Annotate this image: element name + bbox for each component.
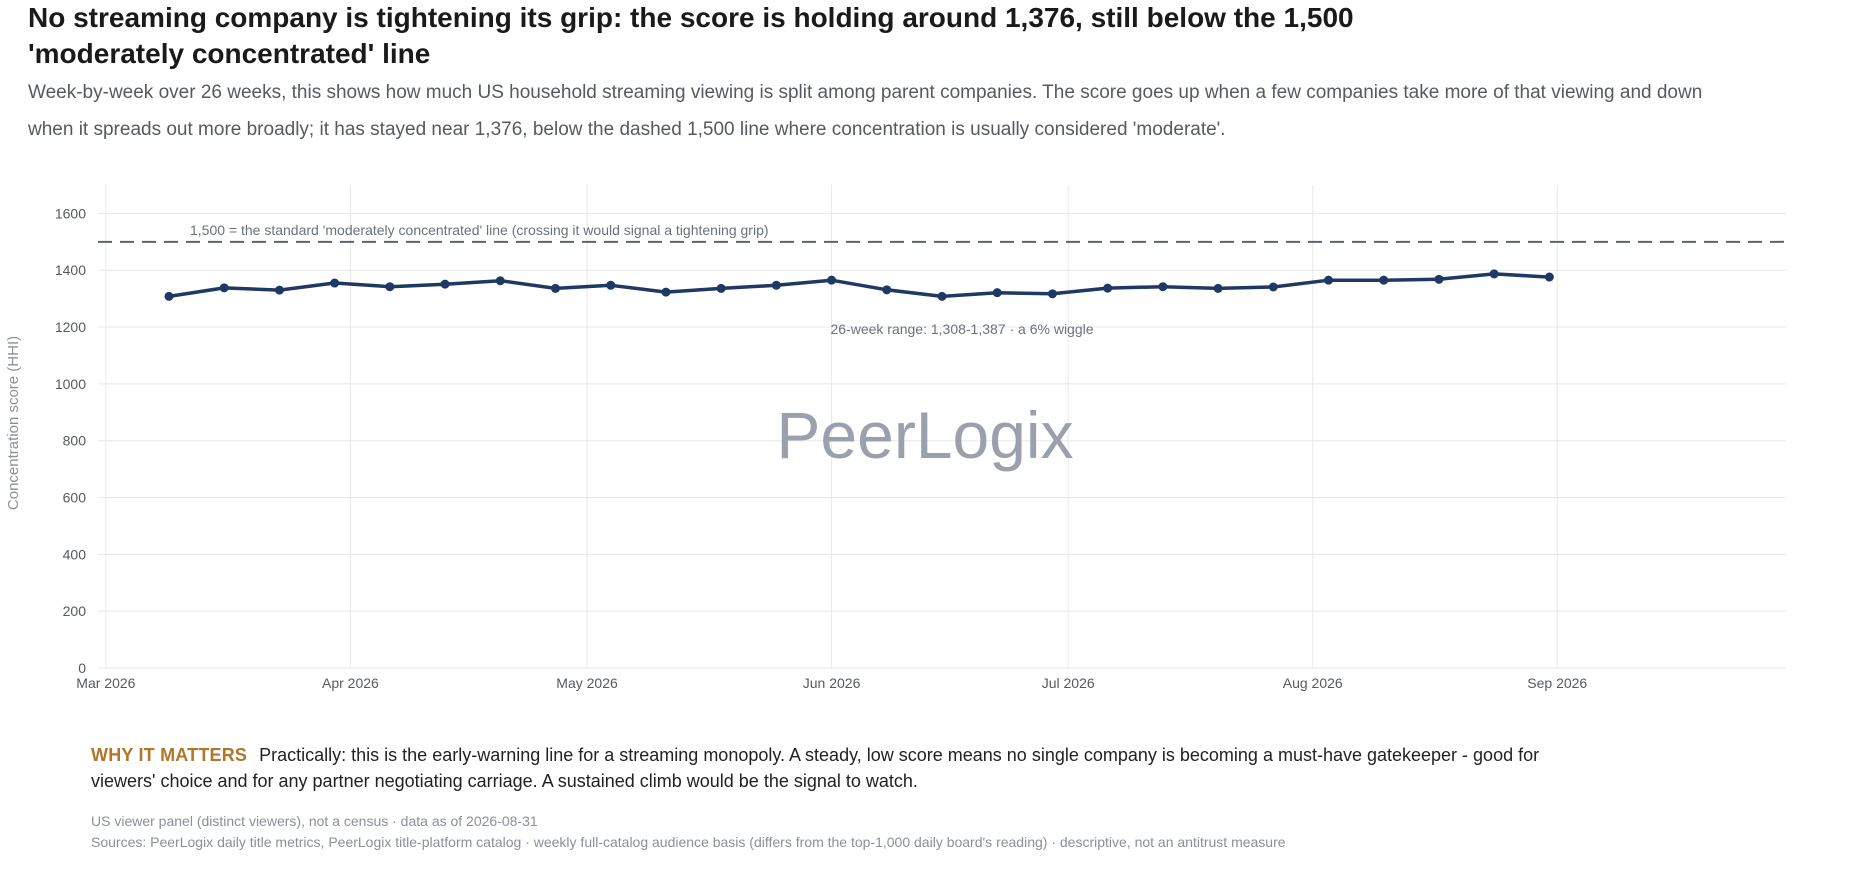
data-point [661,287,671,297]
data-point [606,280,616,290]
data-point [274,285,284,295]
y-tick-label: 0 [78,660,86,676]
x-tick-label: Apr 2026 [322,675,379,691]
data-point [937,291,947,301]
data-point [330,278,340,288]
series-line [168,272,1550,299]
data-point [1434,274,1444,284]
y-tick-label: 1600 [55,205,86,221]
footnote-sources: Sources: PeerLogix daily title metrics, … [91,834,1286,850]
data-point [771,280,781,290]
y-tick-label: 800 [63,433,87,449]
x-tick-label: Sep 2026 [1527,675,1587,691]
why-it-matters-label: WHY IT MATTERS [91,745,248,765]
reference-line-group: 1,500 = the standard 'moderately concent… [98,222,1786,243]
chart-axes: 0 200 400 600 800 1000 1200 1400 1600 Mar 2026 Apr… [55,205,1588,691]
x-tick-label: May 2026 [556,675,618,691]
y-tick-label: 1200 [55,319,86,335]
data-point [716,283,726,293]
x-tick-label: Jun 2026 [803,675,861,691]
data-point [882,285,892,295]
y-tick-label: 1400 [55,262,86,278]
hhi-series [164,269,1554,301]
data-point [1268,282,1278,292]
data-point [219,283,229,293]
data-point [992,288,1002,298]
x-tick-label: Aug 2026 [1283,675,1343,691]
data-point [827,275,837,285]
y-tick-label: 400 [63,546,87,562]
data-point [1047,289,1057,299]
data-point [440,279,450,289]
data-point [1213,283,1223,293]
data-point [1379,275,1389,285]
data-point [1324,275,1334,285]
x-tick-label: Mar 2026 [76,675,135,691]
data-point [1489,269,1499,279]
watermark: PeerLogix [776,398,1073,472]
data-point [495,276,505,286]
hhi-line-chart: 0 200 400 600 800 1000 1200 1400 1600 Mar 2026 Apr… [5,185,1786,691]
chart-grid [98,185,1786,669]
x-tick-label: Jul 2026 [1042,675,1095,691]
data-point [164,291,174,301]
data-point [550,283,560,293]
reference-line-label: 1,500 = the standard 'moderately concent… [190,222,769,238]
range-annotation: 26-week range: 1,308-1,387 · a 6% wiggle [830,321,1093,337]
chart-headline: No streaming company is tightening its g… [28,2,1354,69]
data-point [1544,272,1554,282]
data-point [1103,283,1113,293]
why-it-matters-text: Practically: this is the early-warning l… [91,745,1540,791]
footnote-panel: US viewer panel (distinct viewers), not … [91,813,538,829]
y-axis-label: Concentration score (HHI) [5,336,22,510]
data-point [385,282,395,292]
y-tick-label: 600 [63,490,87,506]
why-it-matters: WHY IT MATTERS Practically: this is the e… [91,742,1571,794]
y-tick-label: 1000 [55,376,86,392]
chart-subhead: Week-by-week over 26 weeks, this shows h… [28,82,1703,140]
y-tick-label: 200 [63,603,87,619]
data-point [1158,282,1168,292]
